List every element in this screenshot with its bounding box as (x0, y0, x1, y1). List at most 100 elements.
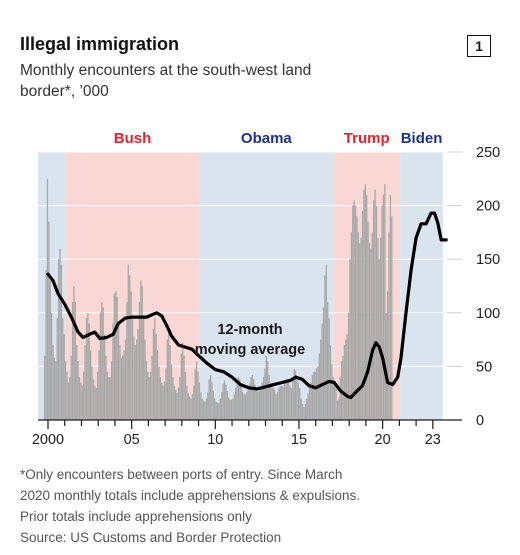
bar (106, 371, 109, 420)
bar (244, 394, 247, 420)
bar (212, 391, 215, 420)
bar (158, 366, 160, 420)
bar (122, 355, 124, 420)
bar (55, 361, 57, 420)
bar (281, 385, 283, 420)
bar (149, 371, 152, 420)
bar (198, 382, 201, 420)
bar (57, 259, 60, 420)
bar (190, 398, 192, 420)
bar (257, 392, 259, 420)
bar (77, 361, 79, 420)
bar (278, 387, 280, 420)
bar (200, 392, 202, 420)
bar (389, 194, 392, 420)
bar (243, 394, 245, 420)
bar (297, 382, 300, 420)
bar (140, 280, 142, 420)
bar (317, 366, 319, 420)
bar (63, 334, 65, 420)
bar (357, 232, 360, 420)
bar (296, 377, 298, 420)
bar (46, 178, 49, 420)
bar (194, 368, 196, 420)
bar (88, 323, 90, 420)
chart-subtitle: Monthly encounters at the south-west lan… (20, 62, 312, 100)
bar (327, 302, 329, 420)
bar (368, 243, 371, 420)
bar (237, 377, 240, 420)
bar (382, 194, 385, 420)
bar (386, 291, 389, 420)
bar (214, 398, 216, 420)
bar (81, 385, 83, 420)
bar (184, 371, 187, 420)
bar (191, 394, 194, 420)
x-tick-label: 05 (124, 432, 140, 448)
bar (349, 259, 351, 420)
bar (85, 318, 88, 420)
bar (262, 377, 265, 420)
bar (282, 386, 284, 420)
bar (293, 368, 295, 420)
bar (304, 403, 307, 420)
bar (187, 393, 189, 420)
bar (73, 286, 75, 420)
bar (130, 291, 132, 420)
bar (70, 355, 72, 420)
bar (49, 280, 51, 420)
bar (269, 382, 272, 420)
bar (83, 371, 85, 420)
bar (342, 355, 344, 420)
bar (219, 398, 221, 420)
bar (375, 205, 378, 420)
bar (356, 216, 358, 420)
bar (216, 402, 219, 420)
bar (373, 200, 375, 420)
bar (289, 385, 291, 420)
footnote: *Only encounters between ports of entry.… (20, 464, 500, 548)
y-tick-label: 100 (476, 306, 500, 322)
bar (328, 318, 330, 420)
bar (384, 184, 386, 420)
bar (66, 371, 68, 420)
bar (338, 398, 340, 420)
bar (173, 385, 175, 420)
bar (109, 377, 111, 420)
bar (189, 396, 191, 420)
bar (67, 382, 70, 420)
bar (346, 334, 348, 420)
bar (152, 328, 155, 420)
bar (133, 336, 135, 420)
bar (80, 382, 82, 420)
bar (253, 379, 255, 420)
bar (225, 384, 227, 420)
bar (142, 318, 145, 420)
bar (279, 385, 281, 420)
bar (272, 387, 274, 420)
bar (300, 398, 302, 420)
bar (183, 355, 185, 420)
moving-average-line (46, 211, 448, 400)
bar (175, 389, 177, 420)
bar (119, 344, 121, 420)
y-tick-label: 50 (476, 359, 492, 375)
bar (211, 382, 213, 420)
bar (371, 232, 373, 420)
bar (177, 387, 180, 420)
bar (353, 200, 355, 420)
bar (87, 312, 89, 420)
bar (56, 318, 58, 420)
bar (156, 350, 159, 420)
period-label-bush: Bush (114, 130, 152, 147)
bar (310, 382, 312, 420)
bar (378, 259, 380, 420)
bar (385, 312, 387, 420)
bar (360, 237, 362, 420)
chart-number-badge: 1 (467, 35, 491, 57)
bar (48, 221, 50, 420)
bar (154, 318, 156, 420)
bar (170, 364, 173, 420)
x-tick-label: 10 (207, 432, 223, 448)
bar (303, 407, 305, 420)
